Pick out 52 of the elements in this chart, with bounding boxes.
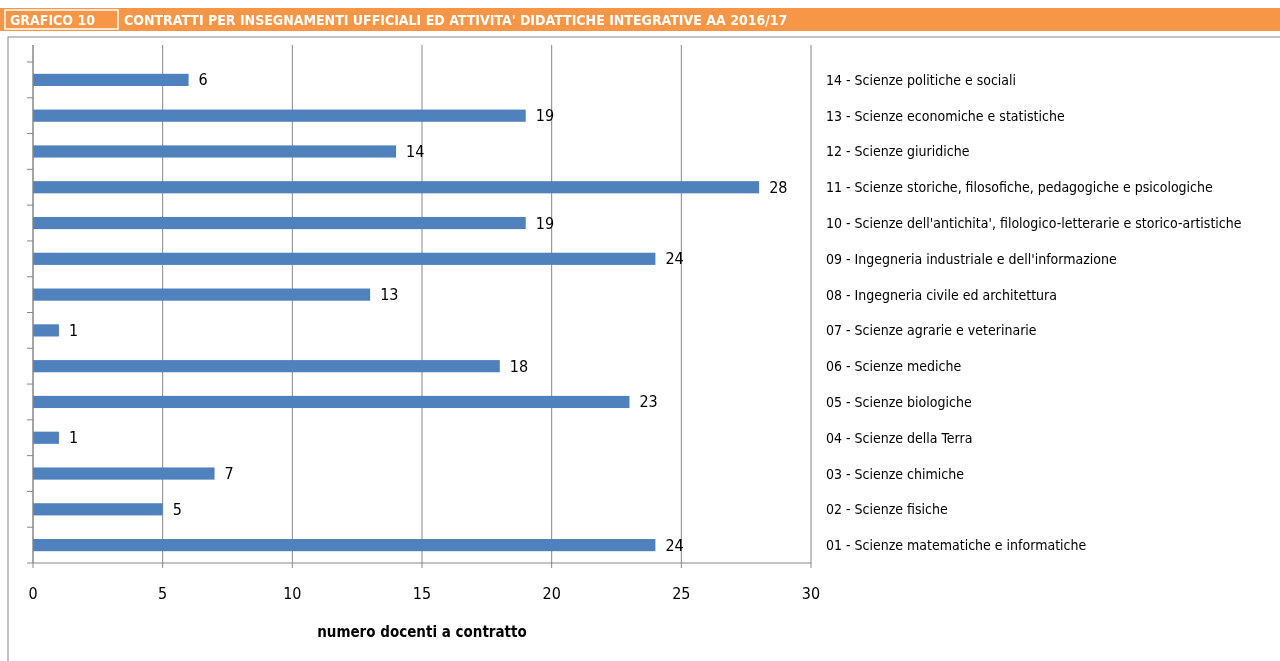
bar xyxy=(33,73,189,86)
data-label: 18 xyxy=(509,356,529,376)
y-tick-label: 11 - Scienze storiche, filosofiche, pedagogiche e psicologiche xyxy=(826,179,1213,196)
bar xyxy=(33,467,215,480)
bar xyxy=(33,360,500,373)
data-label: 28 xyxy=(769,177,788,197)
y-tick-label: 03 - Scienze chimiche xyxy=(826,465,965,482)
chart-subtitle: CONTRATTI PER INSEGNAMENTI UFFICIALI ED ATTIVITA' DIDATTICHE INTEGRATIVE AA 2016/17 xyxy=(124,12,788,28)
y-tick-label: 01 - Scienze matematiche e informatiche xyxy=(826,537,1087,554)
x-tick-label: 5 xyxy=(158,583,168,603)
x-tick-label: 30 xyxy=(801,583,821,603)
data-label: 19 xyxy=(535,213,555,233)
y-tick-label: 05 - Scienze biologiche xyxy=(826,393,972,410)
y-tick-label: 07 - Scienze agrarie e veterinarie xyxy=(826,322,1037,339)
x-axis-title: numero docenti a contratto xyxy=(317,623,527,641)
y-tick-label: 08 - Ingegneria civile ed architettura xyxy=(826,286,1057,303)
y-tick-label: 12 - Scienze giuridiche xyxy=(826,143,970,160)
y-tick-label: 06 - Scienze mediche xyxy=(826,358,962,375)
bar xyxy=(33,539,656,552)
x-tick-label: 15 xyxy=(412,583,432,603)
bar xyxy=(33,288,371,301)
y-tick-label: 04 - Scienze della Terra xyxy=(826,429,973,446)
data-label: 1 xyxy=(68,428,79,448)
bar xyxy=(33,181,760,194)
bar xyxy=(33,252,656,265)
bar xyxy=(33,216,526,230)
x-tick-label: 25 xyxy=(672,583,691,603)
x-tick-label: 20 xyxy=(542,583,561,603)
y-tick-label: 02 - Scienze fisiche xyxy=(826,501,948,518)
bar xyxy=(33,431,59,444)
data-label: 1 xyxy=(68,320,79,340)
data-label: 14 xyxy=(406,141,425,161)
data-label: 19 xyxy=(535,106,555,126)
data-label: 6 xyxy=(198,70,208,90)
x-tick-label: 10 xyxy=(283,583,302,603)
data-label: 23 xyxy=(639,392,658,412)
bar xyxy=(33,395,630,409)
data-label: 13 xyxy=(380,285,399,305)
data-label: 24 xyxy=(665,249,684,269)
data-label: 7 xyxy=(224,464,234,484)
x-tick-label: 0 xyxy=(28,583,38,603)
data-label: 5 xyxy=(172,499,182,519)
y-tick-label: 14 - Scienze politiche e sociali xyxy=(826,71,1017,88)
bar xyxy=(33,503,163,516)
bar xyxy=(33,145,397,158)
data-label: 24 xyxy=(665,535,684,555)
y-tick-label: 09 - Ingegneria industriale e dell'informazione xyxy=(826,250,1118,267)
bar xyxy=(33,109,526,122)
bar xyxy=(33,324,59,337)
chart-title: GRAFICO 10 xyxy=(10,12,96,28)
y-tick-label: 13 - Scienze economiche e statistiche xyxy=(826,107,1065,124)
y-tick-label: 10 - Scienze dell'antichita', filologico-letterarie e storico-artistiche xyxy=(826,215,1242,232)
